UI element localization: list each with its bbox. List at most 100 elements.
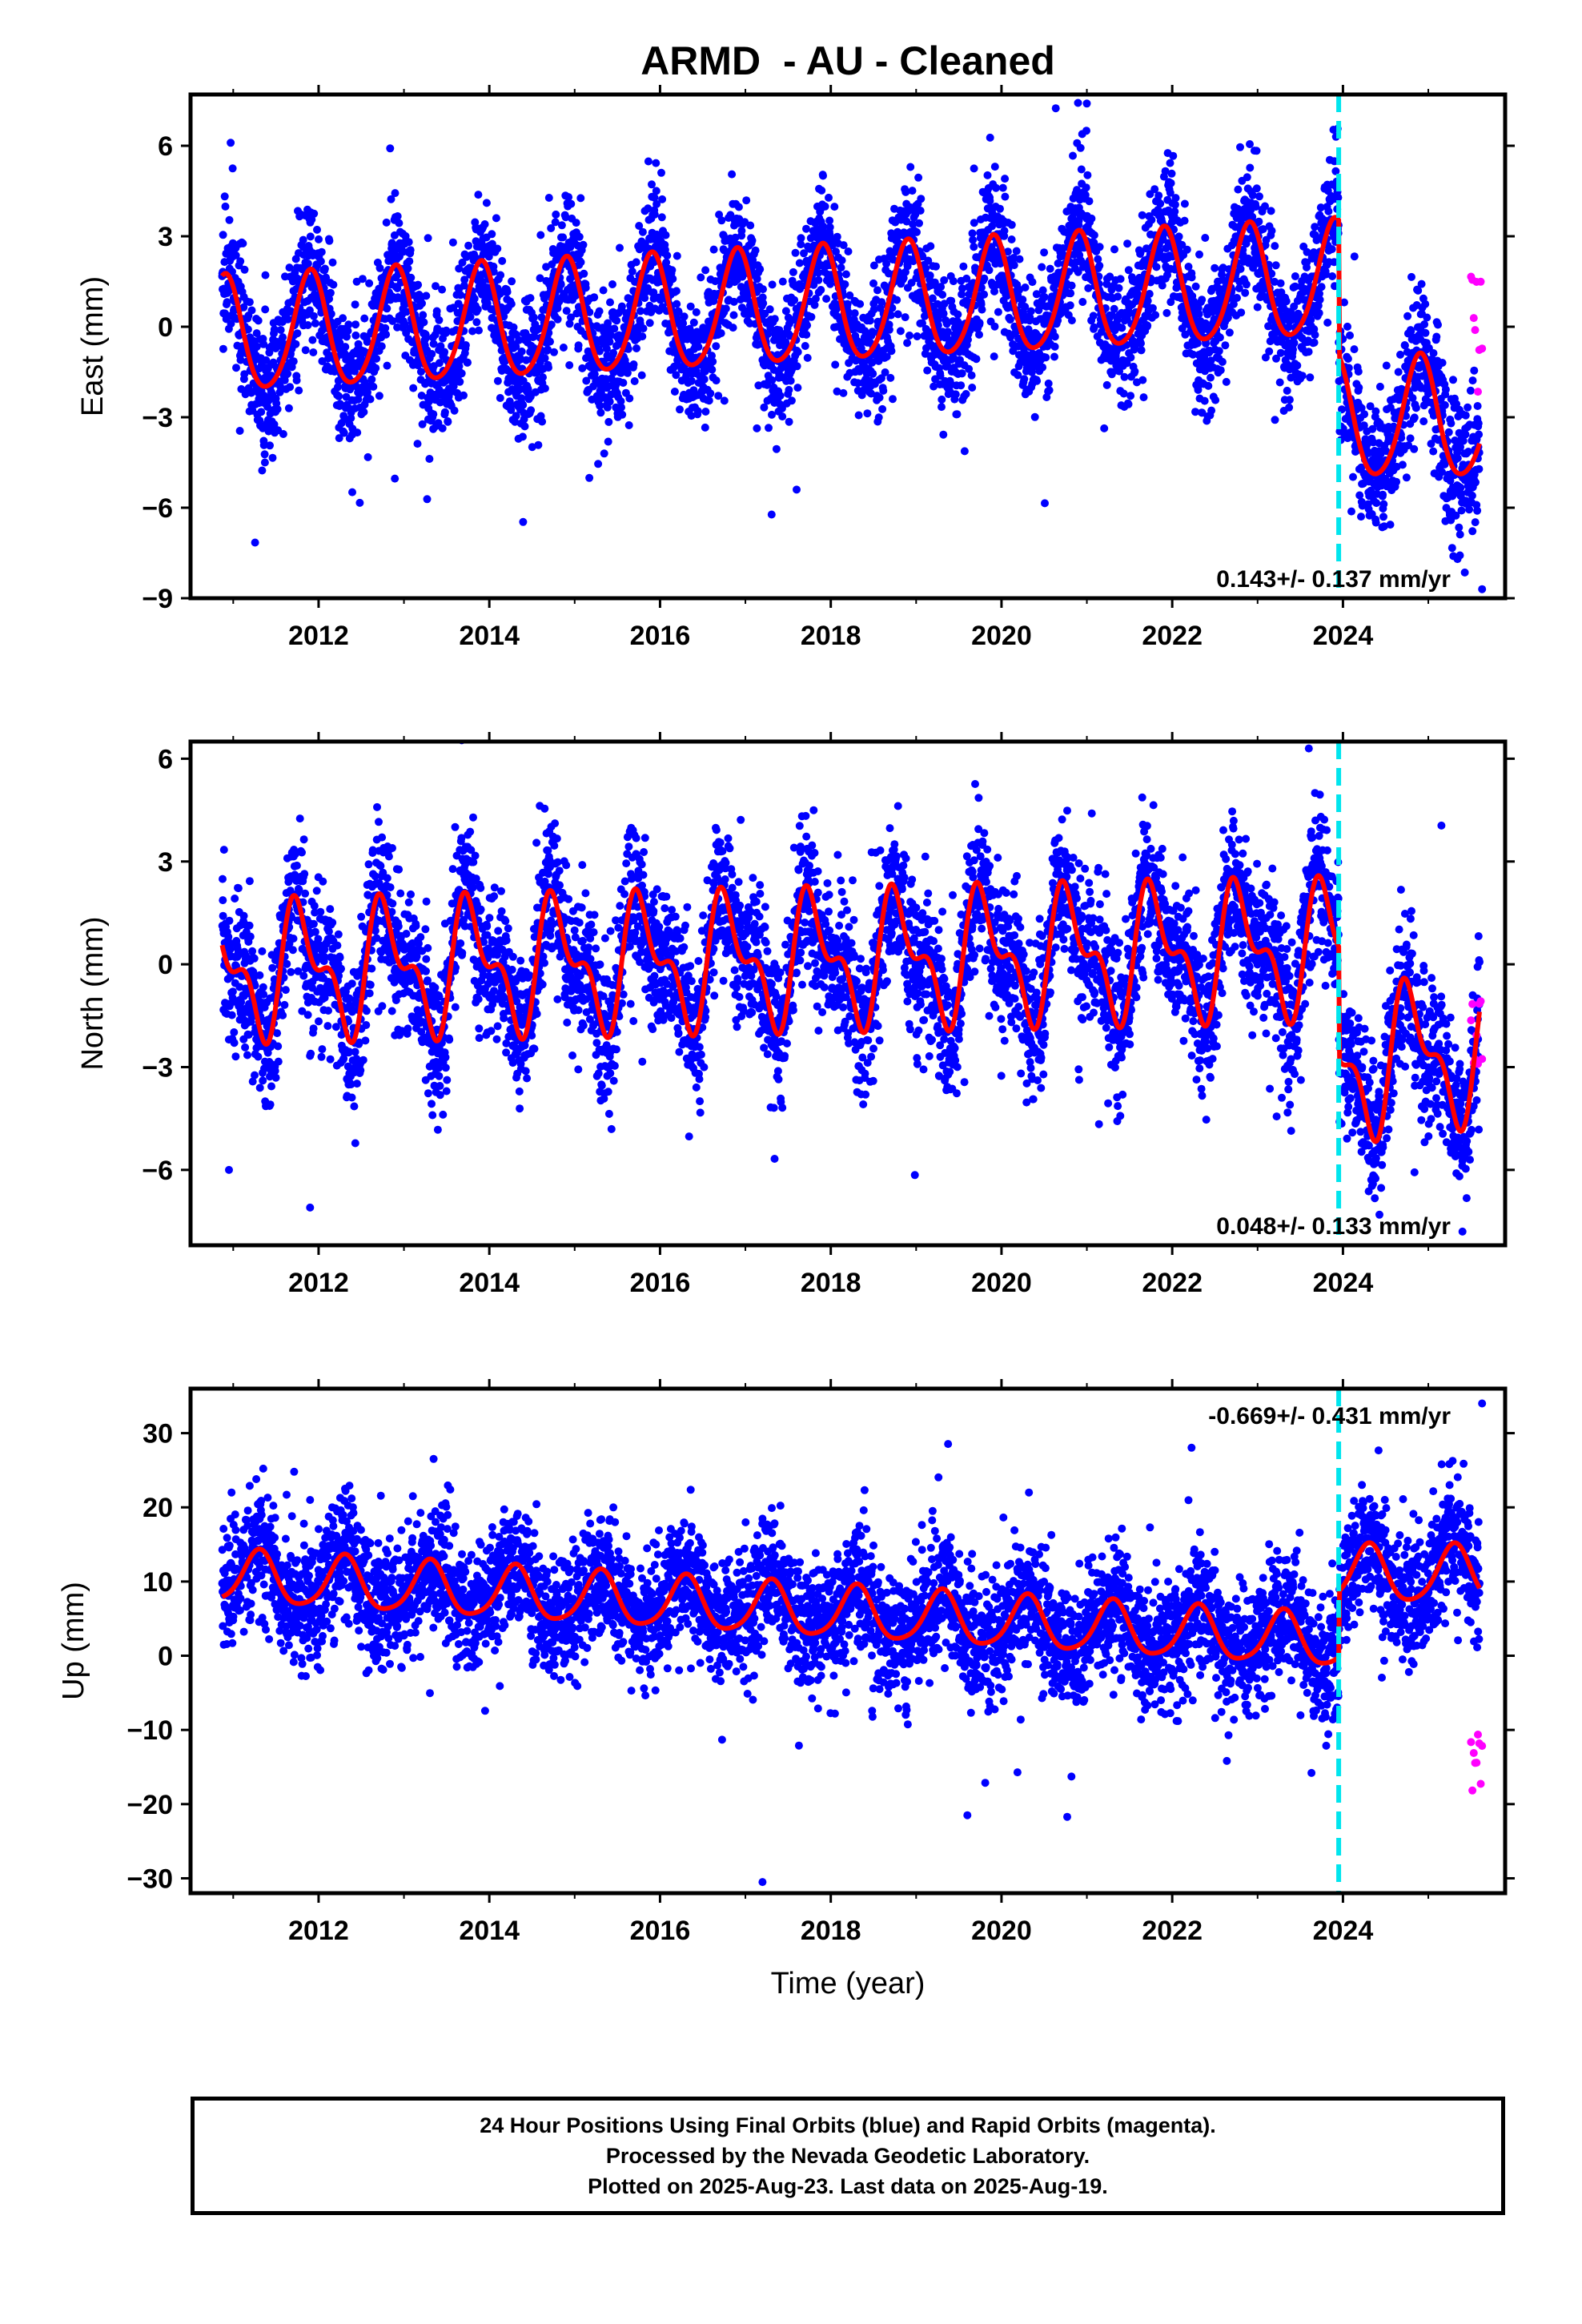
final-point — [320, 264, 329, 273]
final-point — [1050, 332, 1059, 341]
final-point — [795, 259, 804, 267]
final-point — [969, 235, 978, 244]
final-point — [458, 258, 467, 267]
final-point — [316, 257, 325, 266]
final-point — [318, 357, 327, 365]
final-point — [1169, 151, 1178, 160]
final-point — [335, 338, 344, 347]
final-point — [670, 388, 679, 396]
final-point — [949, 277, 958, 286]
final-point — [983, 171, 992, 179]
final-point — [790, 296, 799, 304]
final-point — [594, 460, 603, 468]
chart-title: ARMD - AU - Cleaned — [640, 38, 1055, 83]
final-point — [1421, 328, 1430, 337]
final-point — [793, 348, 802, 356]
final-point — [1114, 292, 1122, 301]
final-point — [901, 313, 909, 322]
final-point — [466, 312, 475, 321]
final-point — [245, 298, 254, 307]
final-point — [512, 342, 520, 351]
final-point — [257, 408, 266, 416]
final-point — [1432, 332, 1441, 341]
final-point — [540, 354, 549, 363]
final-point — [293, 329, 302, 338]
final-point — [797, 234, 805, 243]
final-point — [1174, 232, 1183, 241]
final-point — [413, 361, 422, 370]
final-point — [263, 403, 272, 411]
final-point — [1310, 338, 1319, 347]
final-point — [968, 384, 977, 392]
final-point — [303, 259, 312, 268]
final-point — [1379, 490, 1387, 499]
final-point — [460, 391, 468, 400]
final-point — [544, 364, 552, 372]
final-point — [519, 517, 528, 526]
final-point — [219, 344, 227, 353]
final-point — [251, 538, 259, 547]
final-point — [1379, 513, 1387, 521]
final-point — [576, 194, 585, 203]
final-point — [283, 369, 292, 378]
final-point — [943, 328, 952, 336]
final-point — [1265, 347, 1274, 356]
final-point — [908, 187, 917, 195]
final-point — [625, 394, 634, 403]
final-point — [507, 401, 516, 410]
final-point — [348, 488, 356, 497]
final-point — [1315, 308, 1323, 317]
final-point — [638, 227, 647, 236]
final-point — [340, 415, 349, 424]
final-point — [652, 187, 661, 195]
final-point — [306, 232, 315, 241]
final-point — [428, 350, 436, 358]
final-point — [1375, 382, 1384, 391]
final-point — [1410, 444, 1419, 453]
final-point — [429, 410, 438, 419]
final-point — [482, 199, 491, 207]
final-point — [1170, 200, 1179, 209]
final-point — [742, 196, 751, 205]
final-point — [630, 377, 639, 385]
final-point — [353, 428, 362, 437]
final-point — [1038, 363, 1047, 372]
final-point — [401, 231, 410, 240]
final-point — [923, 366, 932, 375]
final-point — [879, 386, 888, 395]
final-point — [552, 210, 560, 219]
final-point — [878, 404, 887, 413]
final-point — [940, 275, 949, 284]
final-point — [1264, 82, 1272, 90]
final-point — [1283, 386, 1291, 395]
final-point — [932, 262, 940, 271]
final-point — [313, 225, 321, 234]
final-point — [1162, 308, 1171, 317]
final-point — [1207, 373, 1215, 382]
final-point — [544, 194, 553, 202]
final-point — [276, 326, 285, 334]
final-point — [279, 333, 287, 342]
final-point — [283, 315, 292, 324]
final-point — [480, 220, 489, 228]
final-point — [1271, 261, 1280, 270]
final-point — [1246, 140, 1254, 148]
final-point — [407, 273, 416, 282]
final-point — [383, 361, 391, 370]
final-point — [600, 449, 608, 458]
final-point — [709, 245, 718, 254]
final-point — [1066, 301, 1074, 310]
final-point — [440, 348, 449, 356]
final-point — [221, 202, 230, 211]
final-point — [1324, 207, 1333, 215]
final-point — [1089, 312, 1098, 320]
final-point — [706, 389, 715, 398]
final-point — [831, 360, 840, 369]
final-point — [1327, 245, 1336, 254]
final-point — [1290, 339, 1299, 348]
final-point — [772, 444, 781, 453]
final-point — [1394, 368, 1403, 376]
final-point — [493, 244, 502, 253]
final-point — [1195, 250, 1203, 259]
final-point — [1317, 283, 1326, 292]
